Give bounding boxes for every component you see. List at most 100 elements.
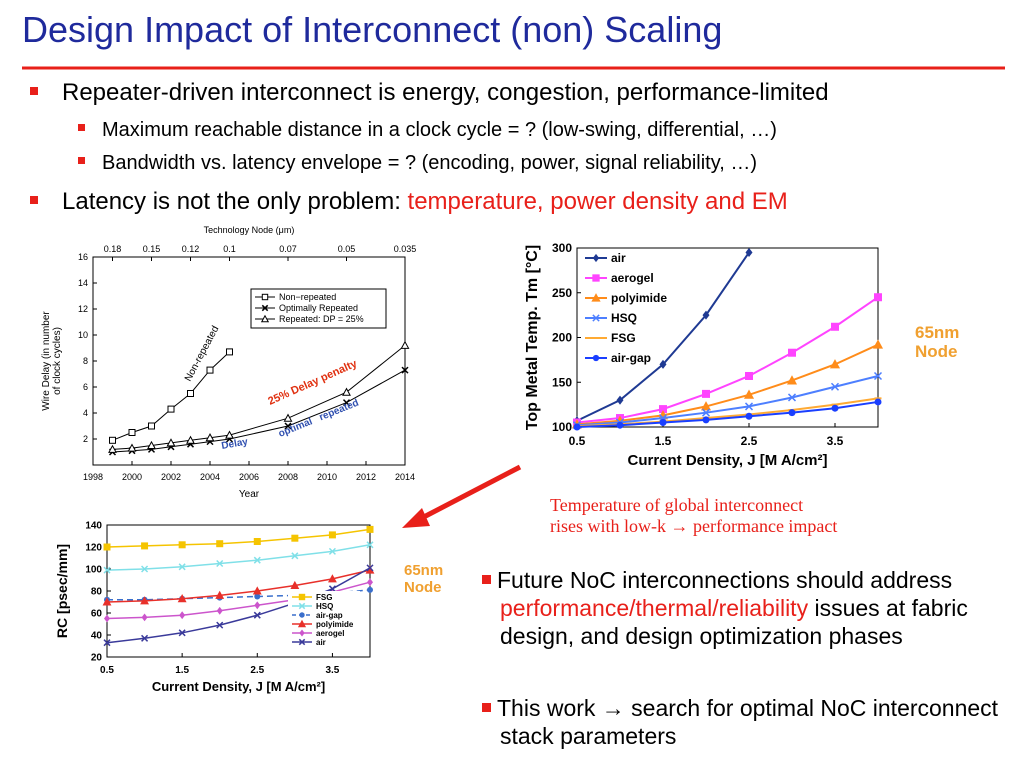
- x-tick-label: 3.5: [325, 665, 339, 676]
- series-line: [112, 345, 406, 450]
- y-tick-label: 12: [78, 304, 88, 314]
- node-label: 65nm Node: [915, 323, 959, 361]
- series-line: [106, 528, 371, 548]
- marker: [400, 340, 410, 349]
- marker: [141, 613, 148, 622]
- annotation: 25% Delay penalty: [266, 357, 359, 407]
- marker: [787, 393, 797, 402]
- marker: [167, 405, 175, 413]
- arrow: [416, 464, 522, 523]
- marker: [104, 614, 110, 623]
- marker: [786, 375, 798, 385]
- marker: [831, 404, 839, 412]
- marker: [127, 443, 137, 452]
- marker: [366, 541, 374, 549]
- marker: [592, 314, 600, 322]
- marker: [872, 339, 884, 349]
- legend-label: aerogel: [611, 271, 654, 285]
- marker: [253, 611, 261, 619]
- marker: [829, 359, 841, 369]
- y-tick-label: 16: [78, 252, 88, 262]
- x-tick-label: 2000: [122, 472, 142, 482]
- x-axis-label: Current Density, J [M A/cm²]: [627, 452, 827, 469]
- x2-tick-label: 0.1: [223, 244, 236, 254]
- marker: [328, 531, 336, 539]
- bullet-marker: [78, 124, 85, 131]
- x-tick-label: 2002: [161, 472, 181, 482]
- marker: [298, 602, 306, 610]
- arrow-head: [402, 508, 430, 528]
- bullet-text: Future NoC interconnections should addre…: [497, 567, 953, 593]
- bullet-marker: [30, 196, 38, 204]
- x-tick-label: 2.5: [741, 434, 758, 448]
- legend-label: aerogel: [316, 629, 344, 638]
- legend-label: air-gap: [611, 351, 651, 365]
- series-line: [106, 569, 371, 603]
- marker: [141, 565, 149, 573]
- marker: [700, 401, 712, 411]
- marker: [108, 444, 117, 453]
- marker: [216, 621, 224, 629]
- marker: [291, 534, 299, 542]
- node-label-line: Node: [915, 342, 958, 361]
- marker: [327, 574, 337, 583]
- marker: [367, 578, 373, 587]
- marker: [141, 634, 149, 642]
- marker: [592, 274, 600, 282]
- y-tick-label: 8: [83, 356, 88, 366]
- x-tick-label: 2010: [317, 472, 337, 482]
- x2-tick-label: 0.18: [104, 244, 122, 254]
- caption: Temperature of global interconnect: [550, 495, 803, 515]
- marker: [745, 412, 753, 420]
- marker: [367, 586, 373, 593]
- y-tick-label: 4: [83, 408, 88, 418]
- plot-frame: [92, 256, 406, 466]
- marker: [103, 566, 111, 574]
- legend-label: air: [316, 638, 326, 647]
- y-tick-label: 80: [91, 587, 103, 598]
- marker: [261, 304, 269, 312]
- bullet-text: issues at fabric design, and design opti…: [500, 595, 968, 649]
- marker: [616, 395, 624, 405]
- bullet-text: Latency is not the only problem:: [62, 188, 408, 215]
- marker: [253, 556, 261, 564]
- y-tick-label: 40: [91, 631, 103, 642]
- y-tick-label: 100: [552, 420, 572, 434]
- marker: [252, 586, 262, 595]
- marker: [216, 606, 223, 615]
- marker: [109, 436, 116, 444]
- x2-tick-label: 0.15: [143, 244, 161, 254]
- bullet: Latency is not the only problem: tempera…: [62, 188, 788, 215]
- marker: [178, 541, 186, 549]
- bottom-bullet: This work → search for optimal NoC inter…: [478, 694, 1008, 750]
- marker: [702, 416, 710, 424]
- bullet-highlight: temperature, power density and EM: [408, 188, 788, 215]
- y-axis-label: Top Metal Temp. Tm [°C]: [524, 245, 541, 430]
- x-tick-label: 2004: [200, 472, 220, 482]
- marker: [659, 359, 667, 369]
- y-tick-label: 6: [83, 382, 88, 392]
- y-tick-label: 10: [78, 330, 88, 340]
- marker: [874, 398, 882, 406]
- x-axis-label: Year: [239, 489, 260, 500]
- marker: [366, 525, 374, 533]
- bullet-marker: [30, 87, 38, 95]
- x-tick-label: 0.5: [569, 434, 586, 448]
- x2-tick-label: 0.05: [338, 244, 356, 254]
- marker: [342, 387, 351, 396]
- series-line: [106, 544, 371, 571]
- marker: [328, 547, 336, 555]
- y-axis-label-line: of clock cycles): [52, 327, 63, 395]
- marker: [226, 348, 233, 356]
- marker: [573, 423, 581, 431]
- y-tick-label: 300: [552, 241, 572, 255]
- legend-label: FSG: [316, 593, 332, 602]
- sub-bullet: Maximum reachable distance in a clock cy…: [102, 119, 777, 141]
- node-label-line: 65nm: [915, 323, 959, 342]
- y-axis-label: Wire Delay (in numberof clock cycles): [41, 311, 63, 411]
- bottom-bullet: Future NoC interconnections should addre…: [478, 566, 1008, 650]
- series-line: [576, 375, 879, 427]
- x2-tick-label: 0.12: [182, 244, 200, 254]
- marker: [254, 601, 261, 610]
